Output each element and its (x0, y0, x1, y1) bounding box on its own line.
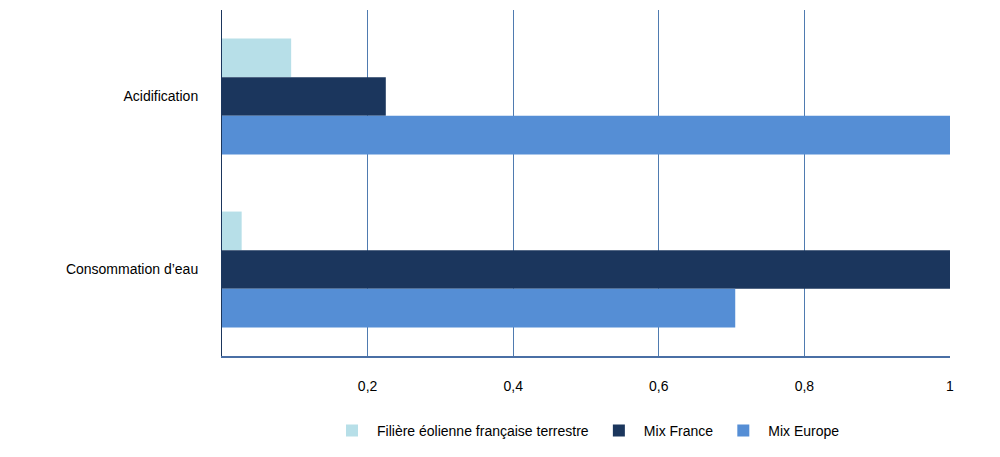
svg-text:Filière éolienne française ter: Filière éolienne française terrestre (377, 423, 589, 439)
svg-text:0,2: 0,2 (358, 378, 378, 394)
svg-text:Mix Europe: Mix Europe (768, 423, 839, 439)
svg-text:0,6: 0,6 (649, 378, 669, 394)
svg-text:1: 1 (946, 378, 954, 394)
svg-text:Consommation d’eau: Consommation d’eau (66, 261, 198, 277)
svg-text:Mix France: Mix France (644, 423, 713, 439)
svg-text:0,8: 0,8 (795, 378, 815, 394)
svg-text:0,4: 0,4 (503, 378, 523, 394)
svg-text:Acidification: Acidification (123, 88, 198, 104)
